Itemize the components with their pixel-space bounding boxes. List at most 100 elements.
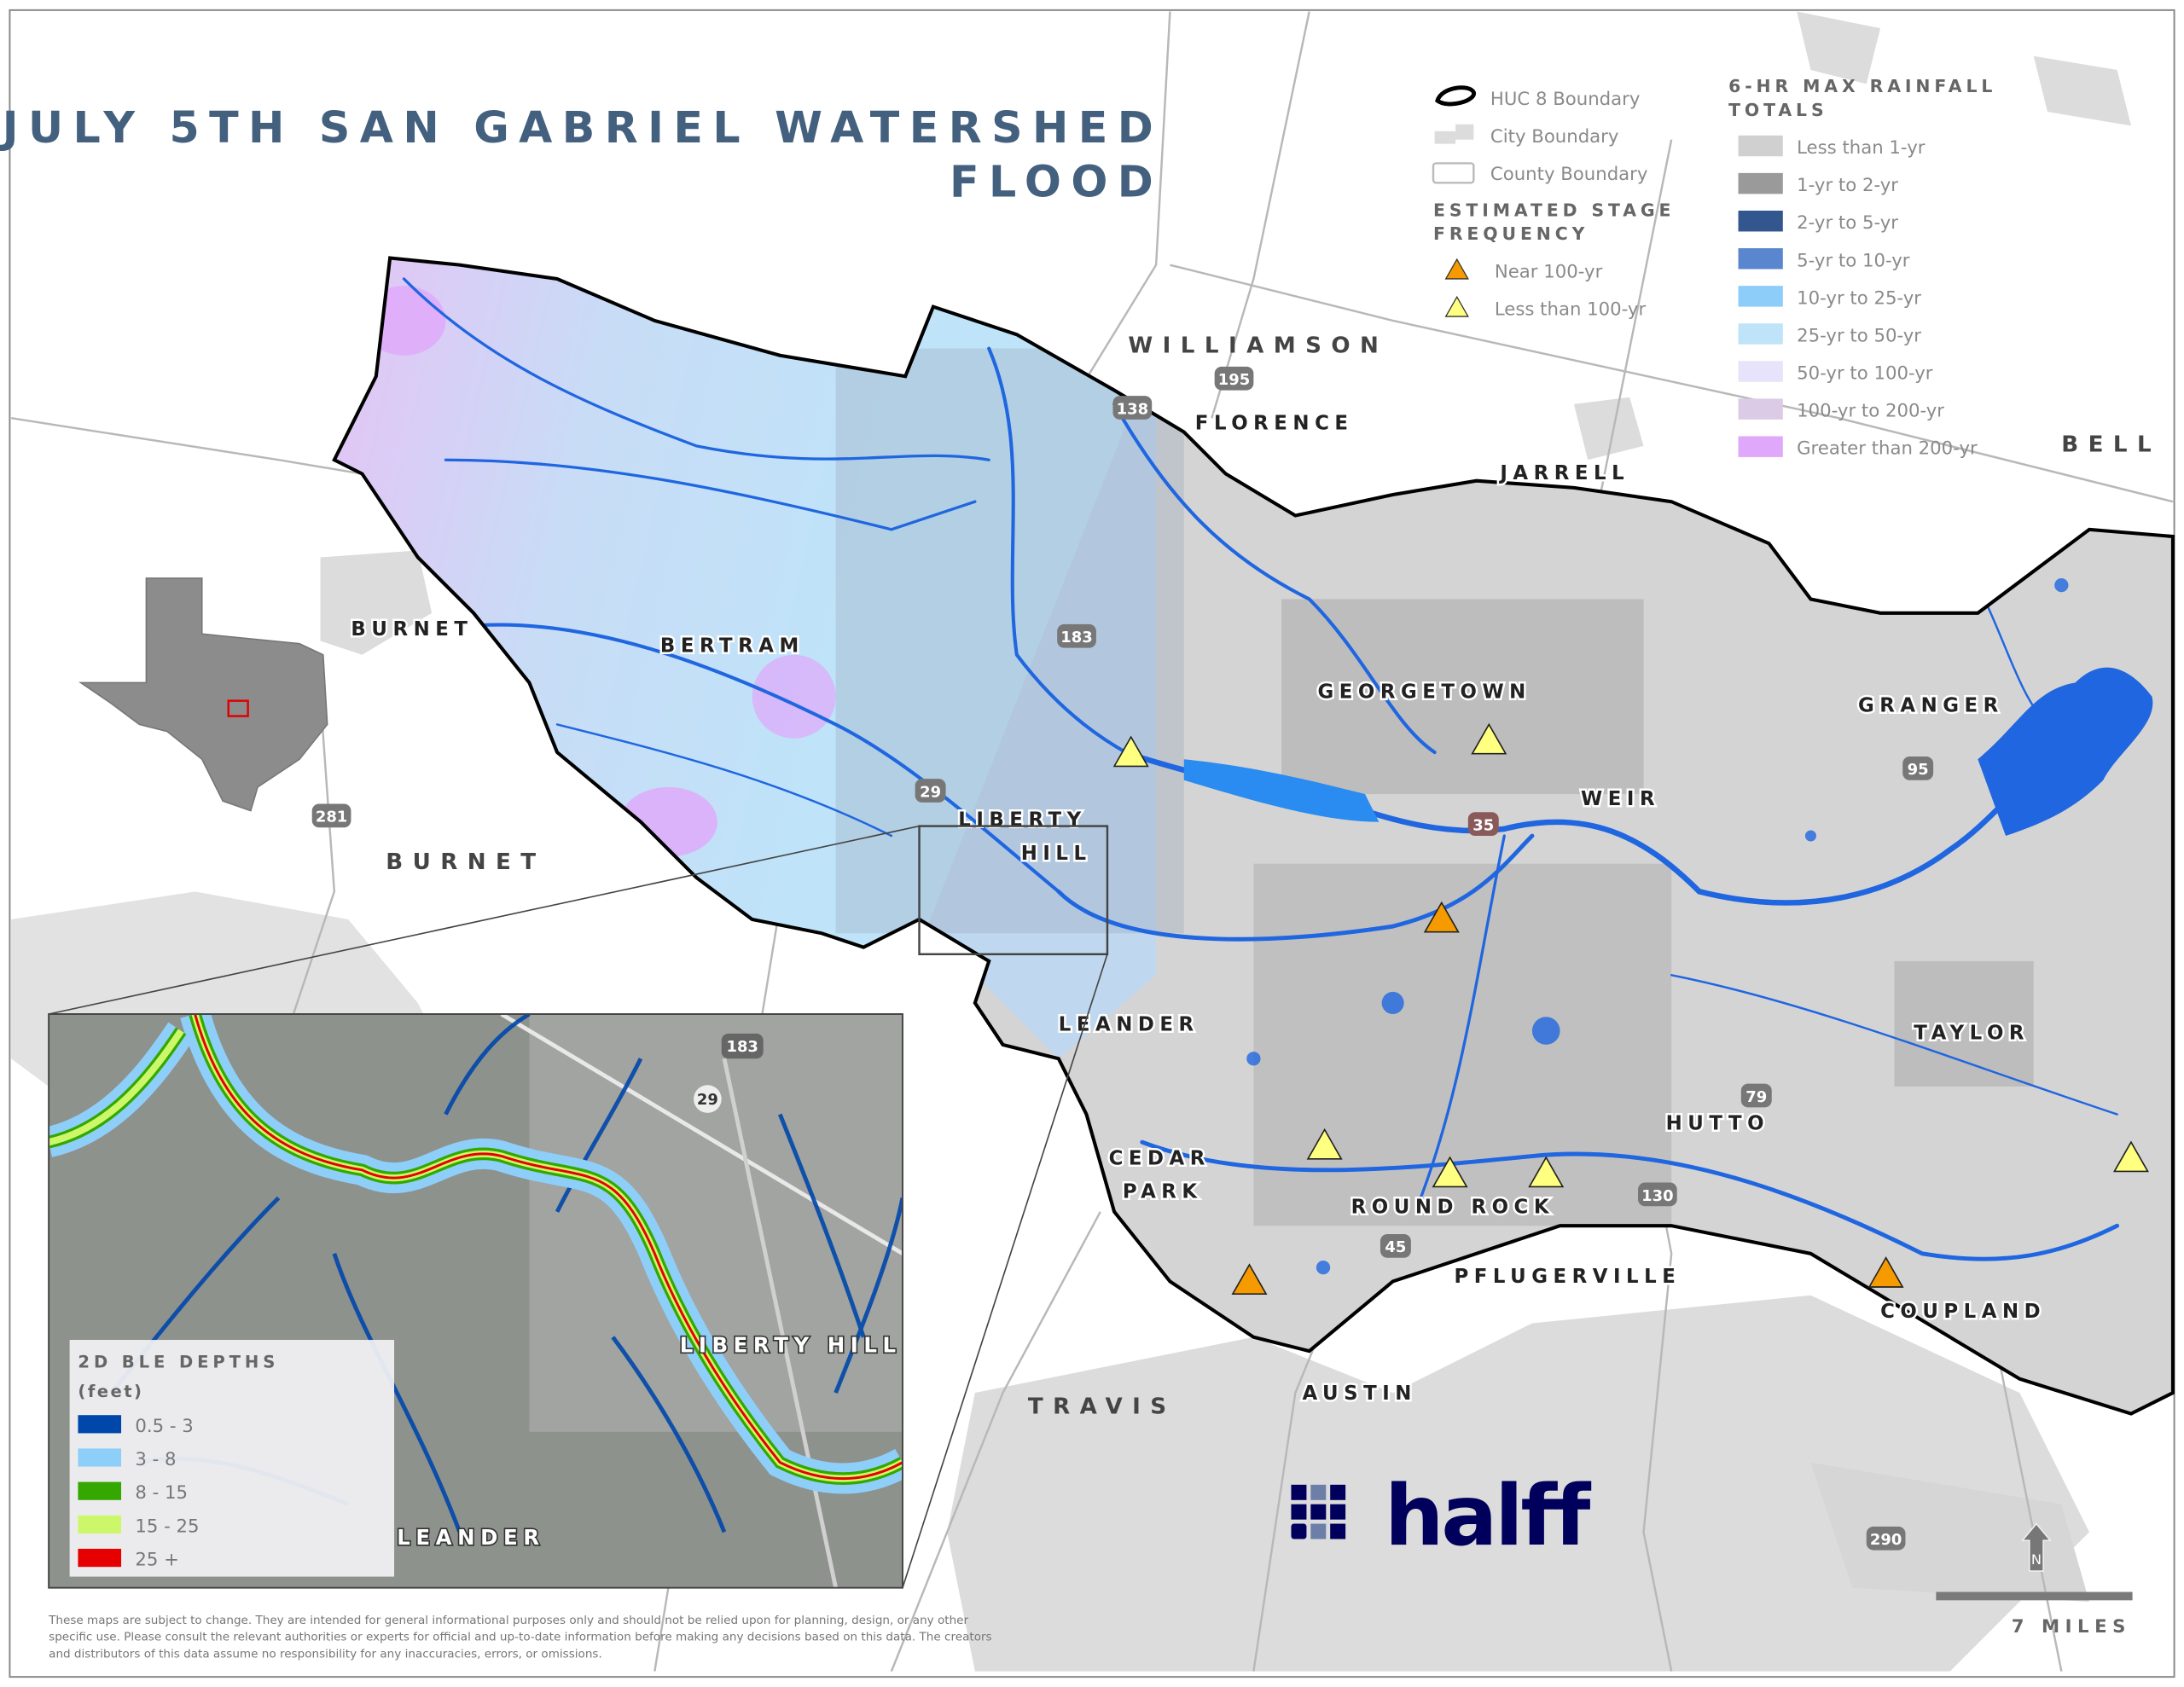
- town-jarrell: JARRELL: [1498, 462, 1629, 484]
- highway-shield-29: 29: [915, 779, 946, 803]
- north-arrow-label: N: [2031, 1551, 2042, 1568]
- depth-swatch: [78, 1481, 122, 1500]
- depth-label: 15 - 25: [135, 1516, 199, 1537]
- gauge-near-100yr[interactable]: [1423, 901, 1460, 933]
- legend-near100-label: Near 100-yr: [1495, 261, 1603, 282]
- town-leander: LEANDER: [1059, 1014, 1199, 1036]
- svg-text:29: 29: [920, 783, 941, 801]
- town-hutto: HUTTO: [1666, 1113, 1769, 1135]
- halff-logo-text: halff: [1385, 1468, 1592, 1565]
- svg-text:35: 35: [1472, 816, 1494, 834]
- town-pflugerville: PFLUGERVILLE: [1454, 1266, 1681, 1288]
- gauge-near-100yr[interactable]: [1867, 1256, 1904, 1288]
- rainfall-swatch: [1738, 323, 1783, 345]
- gauge-near-100yr[interactable]: [1231, 1263, 1268, 1295]
- rainfall-swatch: [1738, 248, 1783, 270]
- gauge-less-100yr[interactable]: [1471, 722, 1507, 755]
- basemap: [11, 11, 2131, 1672]
- rainfall-label: Greater than 200-yr: [1797, 438, 1978, 460]
- svg-text:45: 45: [1385, 1238, 1406, 1256]
- highway-shield-130: 130: [1638, 1182, 1677, 1207]
- legend-rainfall: 6-HR MAX RAINFALL TOTALS Less than 1-yr 1…: [1728, 76, 1996, 460]
- highway-shield-95: 95: [1902, 756, 1934, 780]
- inset-connector: [48, 825, 920, 1015]
- rainfall-label: 5-yr to 10-yr: [1797, 250, 1910, 271]
- town-labels: FLORENCE JARRELL BURNET BERTRAM LIBERTY …: [349, 410, 2046, 1407]
- lake-georgetown: [1183, 759, 1380, 822]
- gauge-less-100yr[interactable]: [1432, 1156, 1468, 1188]
- inset-label-leander: LEANDER: [397, 1525, 544, 1550]
- gauge-less-100yr[interactable]: [1112, 735, 1149, 768]
- depth-legend: 2D BLE DEPTHS (feet) 0.5 - 3 3 - 8 8 - 15 1…: [78, 1353, 275, 1571]
- disclaimer-line-1: These maps are subject to change. They a…: [48, 1614, 968, 1627]
- stage-header-2: FREQUENCY: [1433, 223, 1589, 244]
- county-label-travis: TRAVIS: [1028, 1394, 1176, 1420]
- inset-map: 183 29 LIBERTY HILL LEANDER 2D BLE DEPTH…: [48, 1013, 903, 1589]
- svg-text:130: 130: [1641, 1187, 1673, 1205]
- svg-text:183: 183: [1060, 629, 1092, 646]
- depth-swatch: [78, 1415, 122, 1434]
- town-burnet: BURNET: [351, 618, 473, 641]
- locator-box: [227, 699, 249, 717]
- legend-huc-label: HUC 8 Boundary: [1490, 89, 1640, 110]
- rainfall-label: 100-yr to 200-yr: [1797, 401, 1944, 422]
- svg-text:95: 95: [1908, 761, 1929, 779]
- rainfall-swatch: [1738, 210, 1783, 232]
- rainfall-swatch: [1738, 172, 1783, 194]
- disclaimer-line-2: specific use. Please consult the relevan…: [49, 1631, 991, 1644]
- town-georgetown: GEORGETOWN: [1317, 681, 1531, 703]
- town-weir: WEIR: [1581, 788, 1660, 810]
- near-100yr-triangle-icon: [1444, 258, 1469, 280]
- rainfall-label: 10-yr to 25-yr: [1797, 287, 1921, 309]
- town-taylor: TAYLOR: [1914, 1022, 2030, 1044]
- town-florence: FLORENCE: [1195, 412, 1354, 434]
- huc-boundary-icon: [1435, 85, 1476, 107]
- gauge-less-100yr[interactable]: [2112, 1140, 2149, 1173]
- rainfall-header-1: 6-HR MAX RAINFALL: [1728, 76, 1996, 96]
- rainfall-label: Less than 1-yr: [1797, 137, 1926, 159]
- depth-swatch: [78, 1515, 122, 1533]
- gauge-less-100yr[interactable]: [1306, 1128, 1343, 1160]
- inset-connector: [902, 954, 1108, 1588]
- rainfall-swatch: [1738, 361, 1783, 382]
- inset-extent-box: [918, 825, 1109, 956]
- rainfall-header-2: TOTALS: [1728, 100, 1827, 120]
- svg-text:29: 29: [697, 1091, 718, 1109]
- legend-boundaries: HUC 8 Boundary City Boundary County Boun…: [1432, 85, 1670, 320]
- town-coupland: COUPLAND: [1880, 1301, 2046, 1323]
- gauge-less-100yr[interactable]: [1528, 1156, 1565, 1188]
- county-label-williamson: WILLIAMSON: [1128, 333, 1388, 358]
- town-park: PARK: [1123, 1181, 1203, 1203]
- rainfall-swatch: [1738, 398, 1783, 420]
- svg-text:281: 281: [316, 809, 347, 826]
- highway-shield-183: 183: [1057, 623, 1096, 648]
- county-label-burnet: BURNET: [386, 849, 545, 875]
- highway-shield-35: 35: [1467, 812, 1499, 837]
- rainfall-label: 1-yr to 2-yr: [1797, 175, 1898, 196]
- inset-shield-183: 183: [721, 1033, 764, 1059]
- rainfall-label: 2-yr to 5-yr: [1797, 212, 1898, 234]
- granger-lake: [1978, 667, 2153, 837]
- highway-shield-79: 79: [1740, 1083, 1772, 1108]
- town-hill: HILL: [1021, 843, 1092, 865]
- county-boundary-icon: [1432, 162, 1475, 184]
- legend-less100-label: Less than 100-yr: [1495, 299, 1647, 320]
- map-title-line2: FLOOD: [950, 157, 1163, 207]
- svg-text:195: 195: [1218, 371, 1250, 389]
- highway-shield-290: 290: [1866, 1526, 1906, 1551]
- town-round-rock: ROUND ROCK: [1351, 1196, 1554, 1218]
- rainfall-swatch: [1738, 286, 1783, 307]
- less-100yr-triangle-icon: [1444, 295, 1469, 317]
- highway-shield-45: 45: [1380, 1233, 1411, 1258]
- town-bertram: BERTRAM: [660, 635, 804, 658]
- depth-legend-unit: (feet): [78, 1382, 143, 1401]
- svg-text:138: 138: [1117, 400, 1148, 418]
- scale-bar: [1936, 1591, 2133, 1601]
- city-boundary-icon: [1434, 124, 1474, 144]
- inset-label-liberty-hill: LIBERTY HILL: [680, 1333, 902, 1358]
- town-granger: GRANGER: [1858, 695, 2004, 717]
- town-austin: AUSTIN: [1303, 1383, 1417, 1405]
- stage-gauges: [1112, 722, 2149, 1295]
- legend-city-label: City Boundary: [1490, 126, 1619, 148]
